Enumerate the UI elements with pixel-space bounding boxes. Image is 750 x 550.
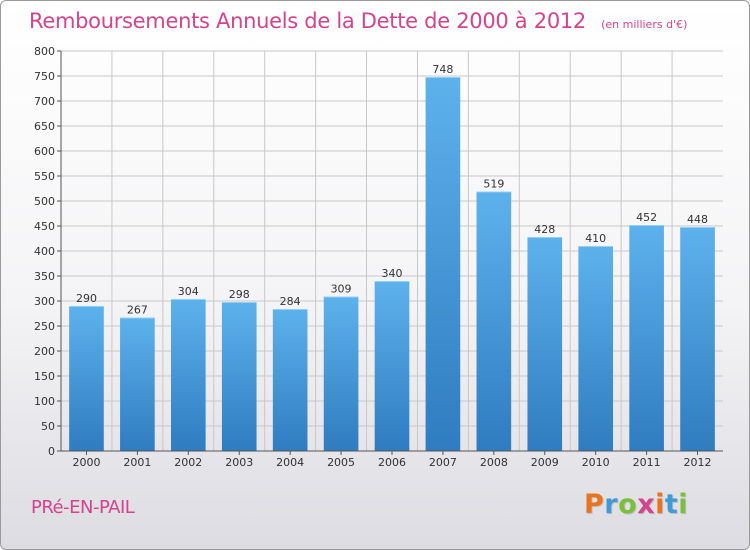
value-label-2007: 748: [432, 63, 453, 76]
y-tick-label: 600: [34, 145, 55, 158]
bar-2002: [170, 299, 206, 451]
value-label-2000: 290: [76, 292, 97, 305]
y-tick-label: 800: [34, 45, 55, 58]
chart-title: Remboursements Annuels de la Dette de 20…: [29, 9, 687, 33]
x-tick-label-2007: 2007: [429, 456, 457, 469]
x-tick-label-2005: 2005: [327, 456, 355, 469]
value-label-2005: 309: [331, 283, 352, 296]
y-tick-label: 250: [34, 320, 55, 333]
value-labels: 290 267 304 298 284 309 340 748 519 428 410 452 448: [76, 63, 708, 317]
x-tick-label-2002: 2002: [174, 456, 202, 469]
bar-2011: [629, 225, 664, 451]
logo-letter: o: [618, 489, 638, 520]
logo-letter: t: [664, 489, 679, 520]
logo-letter: P: [584, 489, 605, 520]
logo-letter: i: [655, 489, 665, 520]
y-tick-label: 100: [34, 395, 55, 408]
value-label-2009: 428: [534, 223, 555, 236]
x-tick-label-2009: 2009: [531, 456, 559, 469]
bar-2012: [680, 227, 715, 451]
bar-2010: [578, 246, 614, 451]
y-tick-label: 700: [34, 95, 55, 108]
bar-2008: [476, 191, 512, 451]
bar-2003: [221, 302, 257, 451]
bar-2004: [272, 309, 308, 451]
y-tick-label: 750: [34, 70, 55, 83]
commune-name: PRé-EN-PAIL: [31, 497, 135, 518]
y-tick-label: 450: [34, 220, 55, 233]
x-tick-label-2000: 2000: [72, 456, 100, 469]
value-label-2010: 410: [585, 232, 606, 245]
axes: 0 50 100 150 200 250 300 350 400 450 500 550 600 650 7…: [34, 45, 723, 469]
proxiti-logo[interactable]: Proxiti: [584, 489, 688, 520]
unit-label: (en milliers d'€): [601, 18, 688, 31]
y-tick-label: 550: [34, 170, 55, 183]
logo-letter: x: [637, 489, 656, 520]
value-label-2012: 448: [687, 213, 708, 226]
value-label-2011: 452: [636, 211, 657, 224]
y-tick-label: 650: [34, 120, 55, 133]
y-tick-label: 500: [34, 195, 55, 208]
value-label-2003: 298: [229, 288, 250, 301]
y-tick-label: 50: [41, 420, 55, 433]
title-text: Remboursements Annuels de la Dette de 20…: [29, 9, 586, 33]
x-tick-label-2012: 2012: [684, 456, 712, 469]
logo-letter: i: [678, 489, 689, 520]
x-tick-label-2004: 2004: [276, 456, 304, 469]
value-label-2002: 304: [178, 285, 199, 298]
bar-2009: [527, 237, 563, 451]
bar-2007: [425, 77, 461, 451]
value-label-2008: 519: [483, 178, 504, 191]
y-tick-label: 150: [34, 370, 55, 383]
y-tick-label: 400: [34, 245, 55, 258]
value-label-2001: 267: [127, 304, 148, 317]
x-tick-label-2003: 2003: [225, 456, 253, 469]
bar-2000: [69, 306, 104, 451]
y-tick-label: 300: [34, 295, 55, 308]
bar-2001: [120, 317, 155, 451]
bar-2005: [323, 296, 359, 451]
y-tick-label: 350: [34, 270, 55, 283]
x-tick-label-2001: 2001: [123, 456, 151, 469]
y-tick-label: 200: [34, 345, 55, 358]
x-tick-label-2008: 2008: [480, 456, 508, 469]
x-tick-label-2006: 2006: [378, 456, 406, 469]
value-label-2006: 340: [382, 267, 403, 280]
bar-2006: [374, 281, 410, 451]
bar-series: [69, 77, 715, 451]
value-label-2004: 284: [280, 295, 301, 308]
x-tick-label-2011: 2011: [633, 456, 661, 469]
logo-letter: r: [604, 489, 619, 520]
y-tick-label: 0: [48, 445, 55, 458]
x-tick-label-2010: 2010: [582, 456, 610, 469]
